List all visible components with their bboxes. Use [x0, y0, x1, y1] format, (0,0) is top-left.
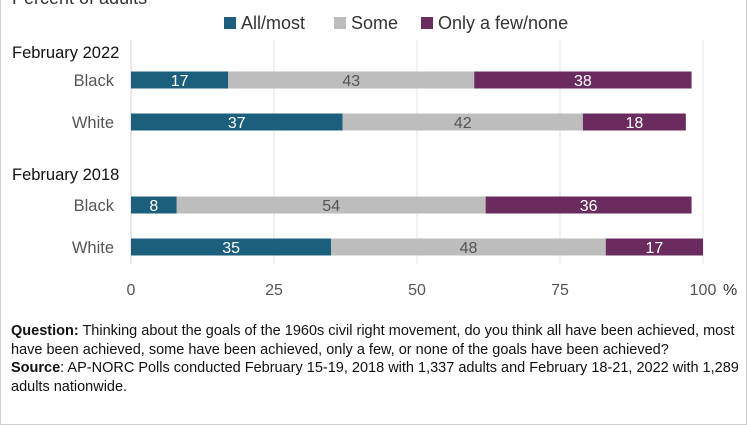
bar-segment-0-1-1 [342, 113, 583, 131]
legend-swatch-some [334, 17, 346, 29]
bar-segment-1-1-2 [605, 238, 703, 256]
legend-label-all-most: All/most [241, 12, 306, 33]
x-tick-label-75: 75 [551, 282, 569, 299]
footnote: Question: Thinking about the goals of th… [11, 322, 739, 396]
legend-item-only-a-few-none: Only a few/none [421, 10, 568, 36]
question-note: Question: Thinking about the goals of th… [11, 322, 739, 359]
x-tick-label-50: 50 [408, 282, 426, 299]
data-label-1-0-1: 54 [322, 198, 340, 215]
x-tick-label-100: 100 [690, 282, 717, 299]
data-label-1-1-2: 17 [645, 240, 663, 257]
data-label-1-1-0: 35 [222, 240, 240, 257]
bar-segment-0-1-2 [582, 113, 686, 131]
data-label-0-0-2: 38 [574, 73, 592, 90]
x-tick-label-25: 25 [265, 282, 283, 299]
bar-segment-0-0-2 [474, 71, 692, 89]
legend-swatch-only-a-few-none [421, 17, 433, 29]
group-label-0: February 2022 [12, 44, 119, 62]
x-unit-label: % [723, 282, 737, 299]
chart-subtitle: Percent of adults [12, 0, 147, 9]
legend-label-only-a-few-none: Only a few/none [438, 12, 569, 33]
source-note: Source: AP-NORC Polls conducted February… [11, 359, 739, 396]
data-label-1-1-1: 48 [460, 240, 478, 257]
bar-segment-1-1-1 [331, 238, 606, 256]
legend-item-some: Some [334, 10, 398, 36]
data-label-0-1-1: 42 [454, 115, 472, 132]
bar-segment-1-1-0 [131, 238, 332, 256]
data-label-0-0-1: 43 [342, 73, 360, 90]
data-label-1-0-0: 8 [149, 198, 158, 215]
data-label-1-0-2: 36 [580, 198, 598, 215]
bar-segment-1-0-2 [485, 196, 692, 214]
bar-segment-0-1-0 [131, 113, 343, 131]
source-text: : AP-NORC Polls conducted February 15-19… [11, 360, 739, 395]
source-label: Source [11, 360, 61, 376]
chart-plot: 0 25 50 75 100 % February 2022 Black 17 43 38 White… [12, 40, 737, 299]
question-text: Thinking about the goals of the 1960s ci… [11, 323, 735, 358]
bar-segment-1-0-0 [131, 196, 177, 214]
legend-item-all-most: All/most [224, 10, 305, 36]
legend: All/most Some Only a few/none [0, 10, 747, 36]
group-label-1: February 2018 [12, 166, 119, 184]
bar-segment-0-0-0 [131, 71, 229, 89]
bar-segment-1-0-1 [176, 196, 486, 214]
row-label-1-1: White [72, 239, 114, 257]
row-label-0-0: Black [74, 72, 115, 90]
data-label-0-0-0: 17 [171, 73, 189, 90]
bar-segment-0-0-1 [228, 71, 475, 89]
row-label-0-1: White [72, 114, 114, 132]
row-label-1-0: Black [74, 197, 115, 215]
data-label-0-1-2: 18 [625, 115, 643, 132]
legend-swatch-all-most [224, 17, 236, 29]
question-label: Question: [11, 323, 79, 339]
x-tick-label-0: 0 [127, 282, 136, 299]
legend-label-some: Some [351, 12, 399, 33]
data-label-0-1-0: 37 [228, 115, 246, 132]
